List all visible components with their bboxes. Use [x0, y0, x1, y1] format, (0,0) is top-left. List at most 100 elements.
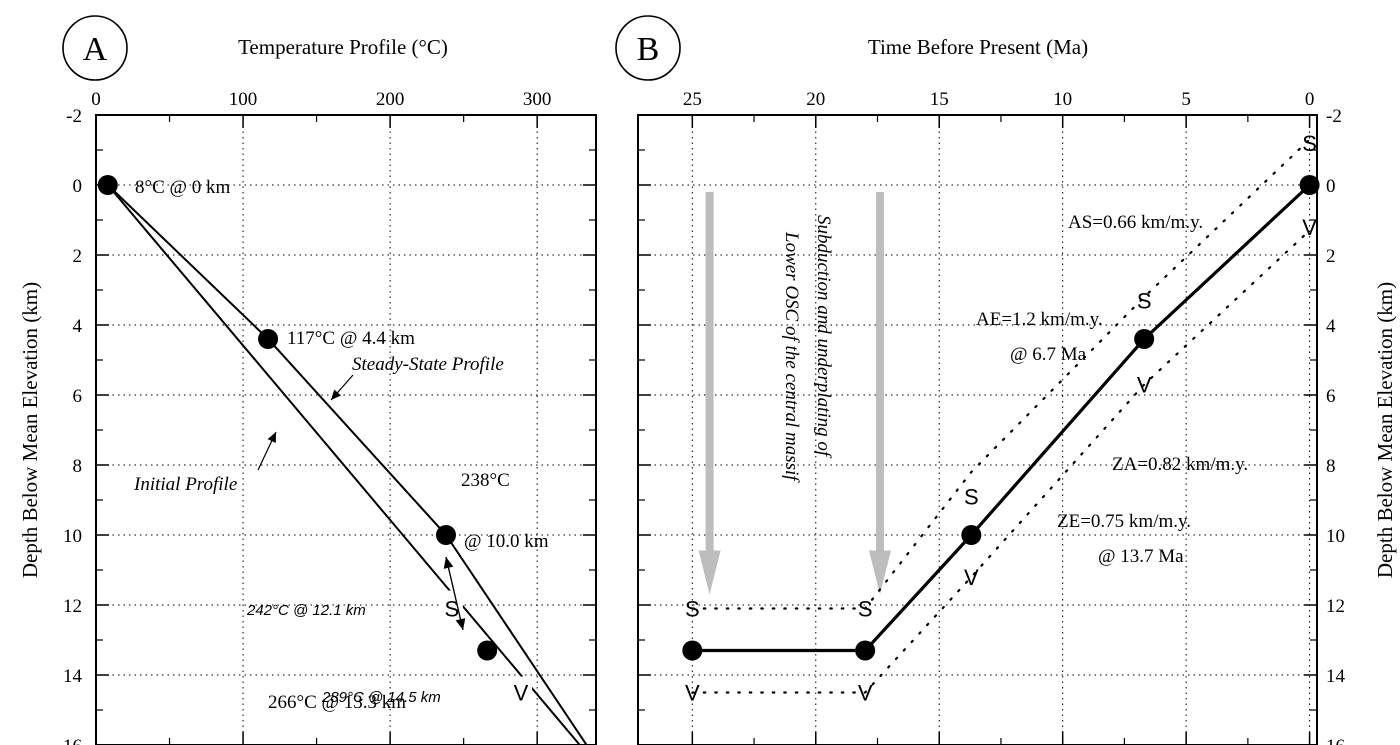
marker-label-238c-line1: 238°C: [461, 470, 510, 491]
panel-a-ytick-label: 10: [63, 526, 82, 547]
panel-a-ylabel: Depth Below Mean Elevation (km): [18, 282, 42, 578]
panel-b-ytick-label: 10: [1326, 526, 1345, 547]
initial-profile-label: Initial Profile: [133, 474, 237, 495]
marker-label-117c: 117°C @ 4.4 km: [287, 328, 415, 349]
panel-a-ytick-label: 4: [73, 316, 83, 337]
initial-profile-pointer-head: [267, 432, 276, 443]
panel-a-ytick-label: 0: [73, 176, 83, 197]
panel-b-v-letter: V: [964, 565, 979, 590]
panel-b-ytick-label: 2: [1326, 246, 1336, 267]
panel-a-v-letter: V: [514, 681, 529, 706]
panel-a-ytick-label: 12: [63, 596, 82, 617]
panel-b-ticks: [638, 114, 1317, 745]
panel-b-s-letter: S: [964, 485, 979, 510]
panel-b-ytick-label: -2: [1326, 106, 1342, 127]
panel-b-data-point: [855, 640, 876, 661]
s-letter-halo: [440, 590, 463, 619]
panel-b-ytick-label: 8: [1326, 456, 1336, 477]
panel-a-markers: [97, 175, 498, 661]
vertical-note-line1: Subduction and underplating of: [813, 215, 834, 459]
panel-b-xtick-label: 0: [1305, 89, 1315, 110]
s-point-note: 242°C @ 12.1 km: [246, 602, 366, 619]
panel-a-s-letter: S: [445, 597, 460, 622]
as-rate-label: AS=0.66 km/m.y.: [1068, 212, 1203, 233]
panel-a-data-point: [436, 525, 456, 545]
steady-state-profile-line: [107, 184, 588, 745]
panel-a-grid: [96, 115, 596, 745]
marker-label-8c: 8°C @ 0 km: [135, 177, 231, 198]
panel-b-data-point: [1299, 175, 1320, 195]
za-rate-label: ZA=0.82 km/m.y.: [1112, 454, 1248, 475]
panel-b-xtick-label: 10: [1053, 89, 1072, 110]
v-letter-halo: [510, 676, 532, 705]
panel-a-ytick-label: 2: [73, 246, 83, 267]
panel-b-s-letter: S: [685, 597, 700, 622]
panel-b-ytick-label: 16: [1326, 736, 1345, 745]
marker-label-266c: 266°C @ 13.3 km: [268, 692, 406, 713]
ze-time-label: @ 13.7 Ma: [1098, 546, 1184, 567]
panel-b-data-point: [1134, 329, 1155, 349]
panel-b-letter-circle: [615, 15, 681, 81]
steady-state-profile-pointer-head: [331, 389, 341, 400]
marker-label-238c-line2: @ 10.0 km: [464, 531, 549, 552]
panel-b-xtick-label: 15: [930, 89, 949, 110]
panel-b-xtick-label: 25: [683, 89, 702, 110]
panel-b-letter: B: [637, 31, 660, 68]
v-point-note: 289°C @ 14.5 km: [321, 689, 441, 706]
panel-a-xtick-label: 0: [91, 89, 101, 110]
panel-b-v-letter: V: [1137, 373, 1152, 398]
v-bound-path-line: [691, 229, 1311, 694]
panel-b-xtick-label: 20: [806, 89, 825, 110]
panel-b-data-point: [961, 525, 982, 545]
panel-b-v-letter: V: [858, 681, 873, 706]
panel-a-xtick-label: 100: [229, 89, 258, 110]
s-bound-path-line: [691, 138, 1311, 610]
panel-b-ytick-label: 0: [1326, 176, 1336, 197]
panel-b-ytick-label: 6: [1326, 386, 1336, 407]
panel-b-s-letter: S: [858, 597, 873, 622]
panel-a-letter-circle: [62, 15, 128, 81]
initial-profile-line: [107, 184, 582, 745]
steady-state-profile-label: Steady-State Profile: [352, 354, 504, 375]
panel-b-annotations: AS=0.66 km/m.y. AE=1.2 km/m.y. @ 6.7 Ma ZA=…: [781, 212, 1248, 567]
panel-a-letter: A: [83, 31, 108, 68]
panel-a-ytick-label: -2: [66, 106, 82, 127]
panel-b-tick-labels: 25 20 15 10 5 0 -2 0 2 4 6 8 10 12 14 16: [683, 89, 1346, 745]
panel-b-s-letter: S: [1302, 131, 1317, 156]
panel-b-markers: [682, 175, 1320, 661]
panel-a-ticks: [95, 114, 596, 745]
panel-a-annotations: 8°C @ 0 km 117°C @ 4.4 km 238°C @ 10.0 km 26…: [133, 177, 549, 713]
panel-a-ytick-label: 14: [63, 666, 83, 687]
panel-a-ytick-label: 8: [73, 456, 83, 477]
panel-a-xtick-label: 200: [376, 89, 405, 110]
panel-a-frame: [95, 114, 597, 745]
panel-b-xtick-label: 5: [1181, 89, 1191, 110]
panel-b-title: Time Before Present (Ma): [868, 35, 1088, 59]
panel-b-ylabel: Depth Below Mean Elevation (km): [1373, 282, 1397, 578]
panel-b-ytick-label: 12: [1326, 596, 1345, 617]
panel-b-data-point: [682, 640, 703, 661]
panel-b-s-letter: S: [1137, 289, 1152, 314]
panel-a-title: Temperature Profile (°C): [238, 35, 448, 59]
panel-b: 25 20 15 10 5 0 -2 0 2 4 6 8 10 12 14 16 S S S S S V V V V V AS=…: [615, 15, 1397, 745]
vertical-note-line2: Lower OSC of the central massif: [781, 231, 802, 483]
depth-arrow-down-head: [455, 618, 466, 630]
panel-a: 0 100 200 300 -2 0 2 4 6 8 10 12 14 16 8°C @ 0 km 117°…: [18, 15, 597, 745]
subduction-arrow-head: [868, 550, 891, 595]
panel-b-ytick-label: 14: [1326, 666, 1346, 687]
panel-b-sv-letters: S S S S S V V V V V: [685, 131, 1317, 706]
ae-rate-label: AE=1.2 km/m.y.: [976, 309, 1103, 330]
panel-a-tick-labels: 0 100 200 300 -2 0 2 4 6 8 10 12 14 16: [63, 89, 551, 745]
panel-a-data-point: [477, 640, 498, 661]
panel-a-ytick-label: 6: [73, 386, 83, 407]
ze-rate-label: ZE=0.75 km/m.y.: [1057, 511, 1191, 532]
panel-b-v-letter: V: [685, 681, 700, 706]
subduction-arrow-head: [698, 550, 721, 595]
panel-a-series: [107, 184, 588, 745]
panel-a-xtick-label: 300: [523, 89, 552, 110]
panel-a-ytick-label: 16: [63, 736, 82, 745]
panel-b-arrows: [698, 192, 891, 595]
panel-a-data-point: [97, 175, 118, 195]
panel-b-v-letter: V: [1302, 215, 1317, 240]
